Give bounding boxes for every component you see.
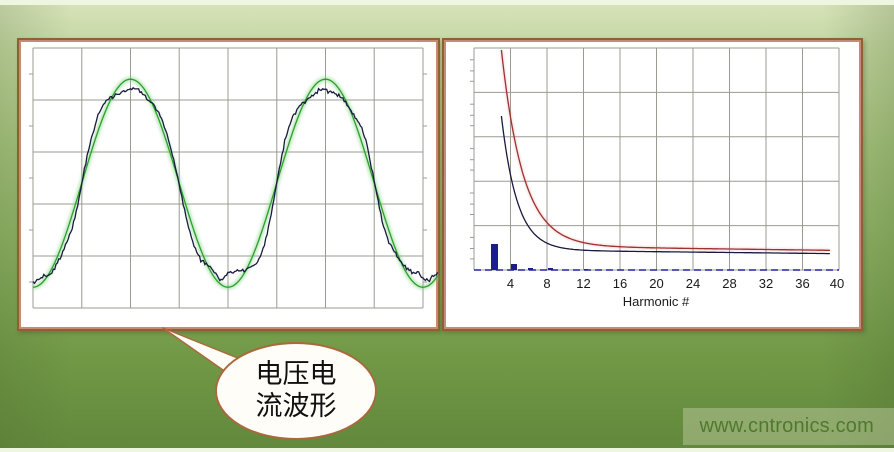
svg-text:电压电: 电压电 <box>256 359 337 389</box>
svg-text:流波形: 流波形 <box>256 391 337 421</box>
